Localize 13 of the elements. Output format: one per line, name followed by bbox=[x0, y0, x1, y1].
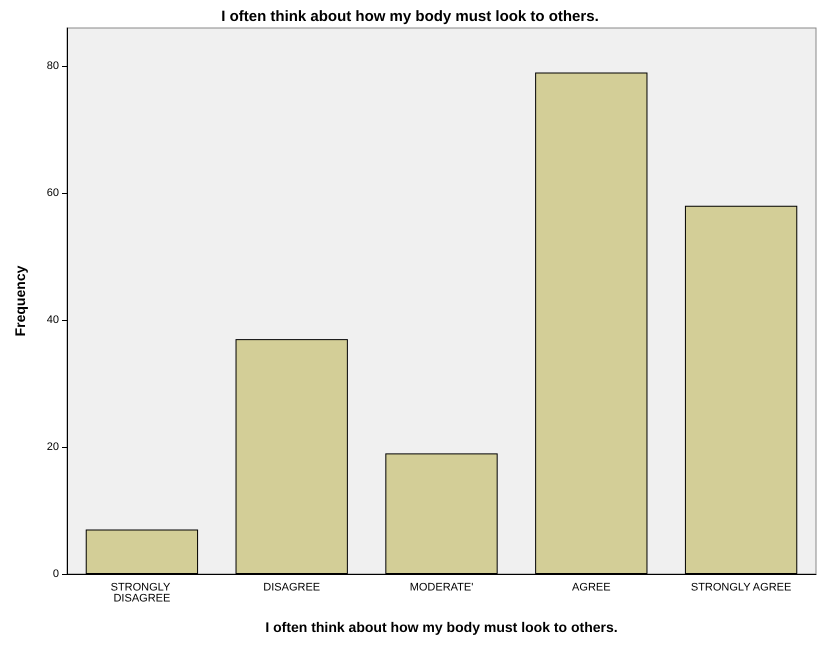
y-tick-label: 0 bbox=[52, 568, 59, 580]
x-tick-label: AGREE bbox=[572, 582, 611, 594]
x-axis-title: I often think about how my body must look to others. bbox=[265, 619, 618, 635]
y-tick-label: 60 bbox=[46, 187, 59, 200]
x-tick-label: STRONGLY AGREE bbox=[690, 582, 792, 594]
y-tick-label: 80 bbox=[46, 60, 59, 72]
chart-title: I often think about how my body must look to others. bbox=[221, 8, 599, 25]
y-tick-label: 20 bbox=[46, 441, 59, 454]
x-tick-label: STRONGLY DISAGREE bbox=[110, 582, 174, 604]
y-tick-label: 40 bbox=[46, 314, 59, 326]
y-axis-title: Frequency bbox=[12, 265, 28, 336]
x-tick-label: MODERATE' bbox=[410, 582, 474, 594]
x-tick-label: DISAGREE bbox=[263, 582, 320, 594]
